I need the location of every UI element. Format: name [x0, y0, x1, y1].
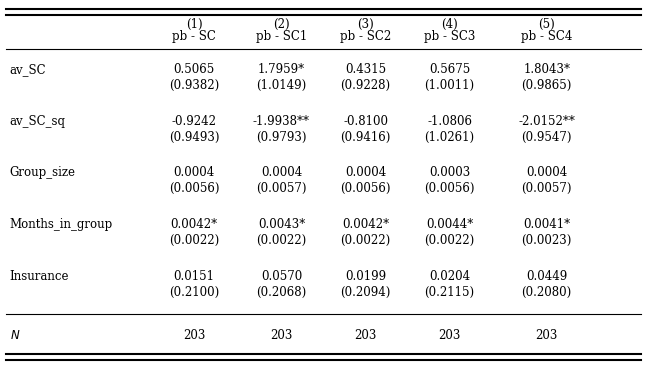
Text: 0.0003: 0.0003 [429, 166, 470, 179]
Text: (0.9493): (0.9493) [169, 131, 219, 144]
Text: 0.5675: 0.5675 [429, 63, 470, 76]
Text: 203: 203 [270, 328, 292, 342]
Text: (1): (1) [186, 17, 203, 31]
Text: (0.0057): (0.0057) [256, 182, 307, 196]
Text: (4): (4) [441, 17, 458, 31]
Text: 0.0449: 0.0449 [526, 269, 567, 283]
Text: 0.0570: 0.0570 [261, 269, 302, 283]
Text: (0.0023): (0.0023) [521, 234, 572, 247]
Text: (0.0057): (0.0057) [521, 182, 572, 196]
Text: (0.0056): (0.0056) [340, 182, 391, 196]
Text: (3): (3) [357, 17, 374, 31]
Text: pb - SC4: pb - SC4 [521, 30, 573, 44]
Text: (5): (5) [538, 17, 555, 31]
Text: $N$: $N$ [10, 328, 20, 342]
Text: pb - SC3: pb - SC3 [424, 30, 476, 44]
Text: (0.9416): (0.9416) [340, 131, 391, 144]
Text: av_SC_sq: av_SC_sq [10, 114, 66, 128]
Text: 1.7959*: 1.7959* [258, 63, 305, 76]
Text: (0.9793): (0.9793) [256, 131, 307, 144]
Text: (0.2115): (0.2115) [424, 286, 475, 299]
Text: 203: 203 [439, 328, 461, 342]
Text: 0.0151: 0.0151 [173, 269, 215, 283]
Text: 0.0204: 0.0204 [429, 269, 470, 283]
Text: 0.0004: 0.0004 [173, 166, 215, 179]
Text: (0.0022): (0.0022) [424, 234, 475, 247]
Text: 203: 203 [355, 328, 377, 342]
Text: 0.0041*: 0.0041* [523, 218, 570, 231]
Text: (0.0056): (0.0056) [169, 182, 219, 196]
Text: 0.0044*: 0.0044* [426, 218, 474, 231]
Text: (0.2094): (0.2094) [340, 286, 391, 299]
Text: -1.0806: -1.0806 [427, 114, 472, 128]
Text: 1.8043*: 1.8043* [523, 63, 570, 76]
Text: 0.0199: 0.0199 [345, 269, 386, 283]
Text: Months_in_group: Months_in_group [10, 218, 113, 231]
Text: pb - SC: pb - SC [172, 30, 216, 44]
Text: (0.0022): (0.0022) [169, 234, 219, 247]
Text: (0.9382): (0.9382) [169, 79, 219, 92]
Text: (1.0261): (1.0261) [424, 131, 475, 144]
Text: (0.9547): (0.9547) [521, 131, 572, 144]
Text: 0.0004: 0.0004 [345, 166, 386, 179]
Text: (0.0022): (0.0022) [340, 234, 391, 247]
Text: (0.0022): (0.0022) [256, 234, 307, 247]
Text: (0.9228): (0.9228) [340, 79, 391, 92]
Text: (0.2068): (0.2068) [256, 286, 307, 299]
Text: (1.0149): (1.0149) [256, 79, 307, 92]
Text: (0.2100): (0.2100) [169, 286, 219, 299]
Text: pb - SC2: pb - SC2 [340, 30, 391, 44]
Text: (2): (2) [273, 17, 290, 31]
Text: -2.0152**: -2.0152** [518, 114, 575, 128]
Text: (0.9865): (0.9865) [521, 79, 572, 92]
Text: Group_size: Group_size [10, 166, 76, 179]
Text: 0.0004: 0.0004 [526, 166, 567, 179]
Text: 203: 203 [536, 328, 558, 342]
Text: 0.0004: 0.0004 [261, 166, 302, 179]
Text: (0.0056): (0.0056) [424, 182, 475, 196]
Text: 0.0042*: 0.0042* [342, 218, 389, 231]
Text: 0.5065: 0.5065 [173, 63, 215, 76]
Text: Insurance: Insurance [10, 269, 69, 283]
Text: 0.4315: 0.4315 [345, 63, 386, 76]
Text: -0.8100: -0.8100 [343, 114, 388, 128]
Text: (1.0011): (1.0011) [424, 79, 475, 92]
Text: 203: 203 [183, 328, 205, 342]
Text: -0.9242: -0.9242 [171, 114, 217, 128]
Text: pb - SC1: pb - SC1 [256, 30, 307, 44]
Text: 0.0042*: 0.0042* [171, 218, 217, 231]
Text: 0.0043*: 0.0043* [258, 218, 305, 231]
Text: (0.2080): (0.2080) [521, 286, 572, 299]
Text: -1.9938**: -1.9938** [253, 114, 310, 128]
Text: av_SC: av_SC [10, 63, 47, 76]
